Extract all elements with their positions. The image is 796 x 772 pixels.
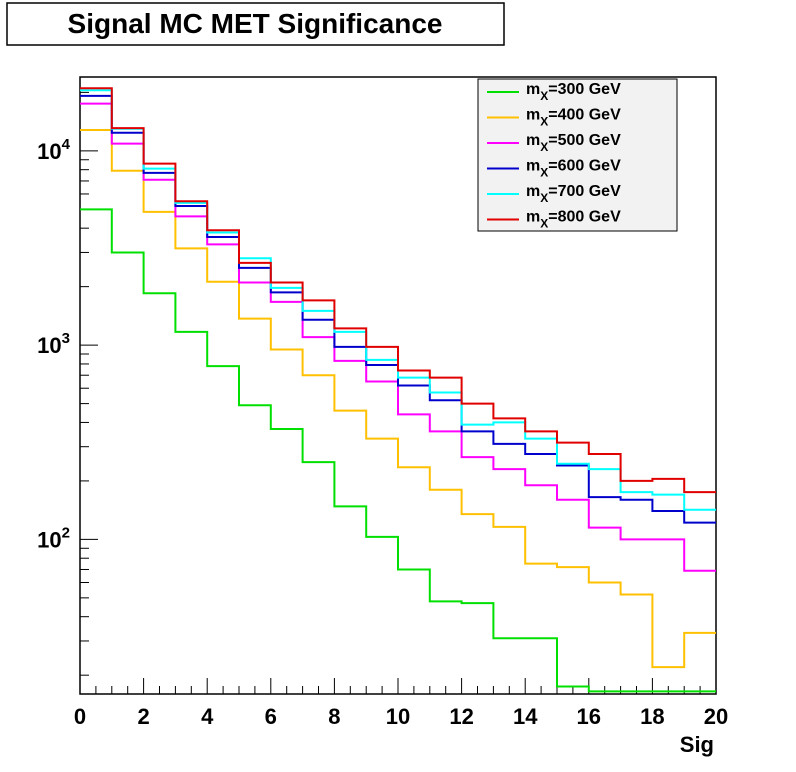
x-tick-label: 2 bbox=[137, 704, 149, 729]
x-axis: 0 2 4 6 8 10 12 14 16 18 20 bbox=[74, 678, 728, 729]
series-line-2 bbox=[80, 129, 716, 669]
legend-item: mX=500 GeV bbox=[487, 132, 621, 154]
legend-label: mX=300 GeV bbox=[526, 81, 621, 103]
chart-title: Signal MC MET Significance bbox=[68, 8, 443, 39]
legend-label: mX=600 GeV bbox=[526, 158, 621, 180]
y-tick-label: 102 bbox=[37, 524, 70, 552]
x-tick-label: 14 bbox=[513, 704, 538, 729]
x-tick-label: 10 bbox=[386, 704, 410, 729]
legend: mX=300 GeV mX=400 GeV mX=500 GeV mX=600 GeV… bbox=[477, 78, 678, 232]
legend-label: mX=500 GeV bbox=[526, 132, 621, 154]
title-box-frame bbox=[6, 2, 505, 46]
legend-item: mX=300 GeV bbox=[487, 81, 621, 103]
x-tick-label: 20 bbox=[704, 704, 728, 729]
legend-label: mX=700 GeV bbox=[526, 183, 621, 205]
legend-item: mX=400 GeV bbox=[487, 107, 621, 129]
legend-label: mX=800 GeV bbox=[526, 209, 621, 231]
legend-item: mX=600 GeV bbox=[487, 158, 621, 180]
title-box: Signal MC MET Significance bbox=[6, 2, 505, 46]
legend-item: mX=800 GeV bbox=[487, 209, 621, 231]
x-tick-label: 0 bbox=[74, 704, 86, 729]
series-line-1 bbox=[80, 208, 716, 693]
y-axis: 102 103 104 bbox=[37, 91, 98, 676]
x-axis-label: Sig bbox=[680, 732, 714, 757]
x-tick-label: 6 bbox=[265, 704, 277, 729]
x-tick-label: 18 bbox=[640, 704, 664, 729]
series-layer bbox=[80, 87, 716, 693]
legend-item: mX=700 GeV bbox=[487, 183, 621, 205]
x-tick-label: 4 bbox=[201, 704, 214, 729]
legend-frame bbox=[477, 78, 678, 232]
x-tick-label: 8 bbox=[328, 704, 340, 729]
y-tick-label: 103 bbox=[37, 330, 70, 358]
y-tick-label: 104 bbox=[37, 136, 70, 164]
legend-label: mX=400 GeV bbox=[526, 107, 621, 129]
series-line-6 bbox=[80, 87, 716, 494]
x-tick-label: 12 bbox=[449, 704, 473, 729]
x-tick-label: 16 bbox=[577, 704, 601, 729]
